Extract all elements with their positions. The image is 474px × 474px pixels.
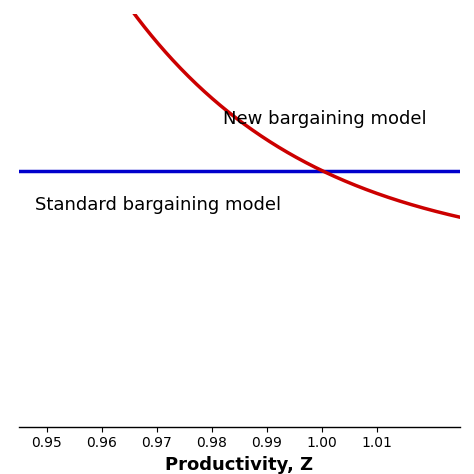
Text: Standard bargaining model: Standard bargaining model: [36, 196, 282, 214]
X-axis label: Productivity, Z: Productivity, Z: [165, 456, 313, 474]
Text: New bargaining model: New bargaining model: [223, 110, 427, 128]
